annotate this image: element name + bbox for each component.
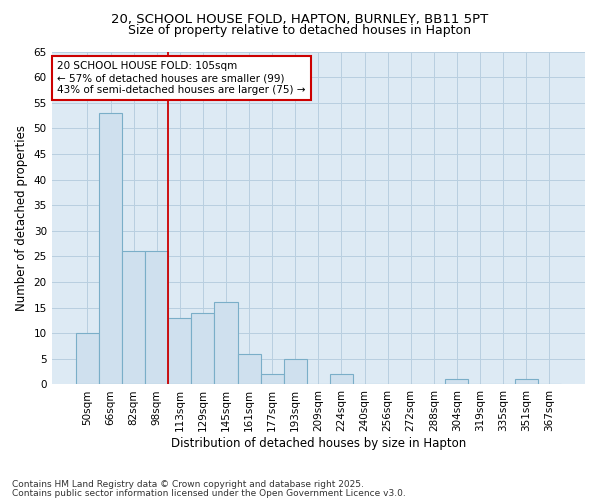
Y-axis label: Number of detached properties: Number of detached properties [15,125,28,311]
Bar [99,113,122,384]
Bar [284,359,307,384]
Text: Contains HM Land Registry data © Crown copyright and database right 2025.: Contains HM Land Registry data © Crown c… [12,480,364,489]
Bar [445,380,469,384]
Text: Contains public sector information licensed under the Open Government Licence v3: Contains public sector information licen… [12,489,406,498]
Bar [330,374,353,384]
Bar [214,302,238,384]
Bar [145,252,168,384]
Bar [122,252,145,384]
Bar [238,354,260,384]
Text: 20 SCHOOL HOUSE FOLD: 105sqm
← 57% of detached houses are smaller (99)
43% of se: 20 SCHOOL HOUSE FOLD: 105sqm ← 57% of de… [57,62,305,94]
Bar [515,380,538,384]
Text: Size of property relative to detached houses in Hapton: Size of property relative to detached ho… [128,24,472,37]
Bar [260,374,284,384]
Bar [168,318,191,384]
X-axis label: Distribution of detached houses by size in Hapton: Distribution of detached houses by size … [171,437,466,450]
Text: 20, SCHOOL HOUSE FOLD, HAPTON, BURNLEY, BB11 5PT: 20, SCHOOL HOUSE FOLD, HAPTON, BURNLEY, … [112,12,488,26]
Bar [191,312,214,384]
Bar [76,333,99,384]
